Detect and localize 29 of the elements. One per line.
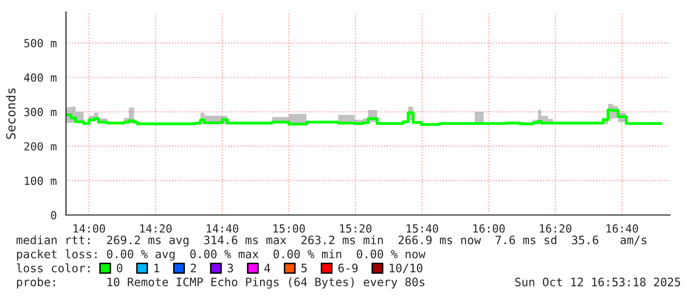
legend-label: 0: [116, 264, 122, 272]
legend-label: 10/10: [390, 264, 422, 274]
x-tick-label: 14:00: [74, 224, 105, 233]
text: probe: 10 Remote ICMP Echo Pings (64 Bytes) every 80s: [17, 277, 424, 289]
y-tick-label: 0: [51, 211, 56, 220]
legend-title: loss color:: [16, 263, 90, 272]
y-tick-label: 100 m: [24, 176, 56, 185]
x-tick-label: 14:40: [206, 224, 238, 233]
x-tick-label: 15:40: [406, 224, 438, 233]
legend-label: 5: [302, 264, 307, 272]
x-tick-label: 16:00: [473, 224, 505, 233]
legend-label: 1: [154, 264, 160, 272]
y-tick-label: 200 m: [24, 142, 56, 151]
legend-label: 4: [264, 264, 270, 272]
text: median rtt: 269.2 ms avg 314.6 ms max 263.2 ms min 266.9 ms now 7.6 ms sd 35.6 am/s: [16, 235, 646, 247]
y-tick-label: 300 m: [24, 108, 56, 116]
x-tick-label: 15:00: [273, 224, 305, 233]
y-tick-label: 500 m: [24, 38, 56, 48]
x-tick-label: 16:40: [606, 224, 638, 233]
legend-label: 3: [228, 264, 233, 272]
text: packet loss: 0.00 % avg 0.00 % max 0.00 % min 0.00 % now: [17, 249, 426, 261]
legend-label: 2: [190, 264, 196, 272]
y-axis-title: Seconds: [6, 88, 16, 139]
y-tick-label: 400 m: [24, 73, 56, 82]
text: Sun Oct 12 16:53:18 2025: [515, 278, 680, 286]
legend-label: 6-9: [338, 264, 358, 272]
x-tick-label: 14:20: [140, 224, 172, 233]
x-tick-label: 16:20: [540, 224, 572, 233]
x-tick-label: 15:20: [340, 224, 372, 233]
